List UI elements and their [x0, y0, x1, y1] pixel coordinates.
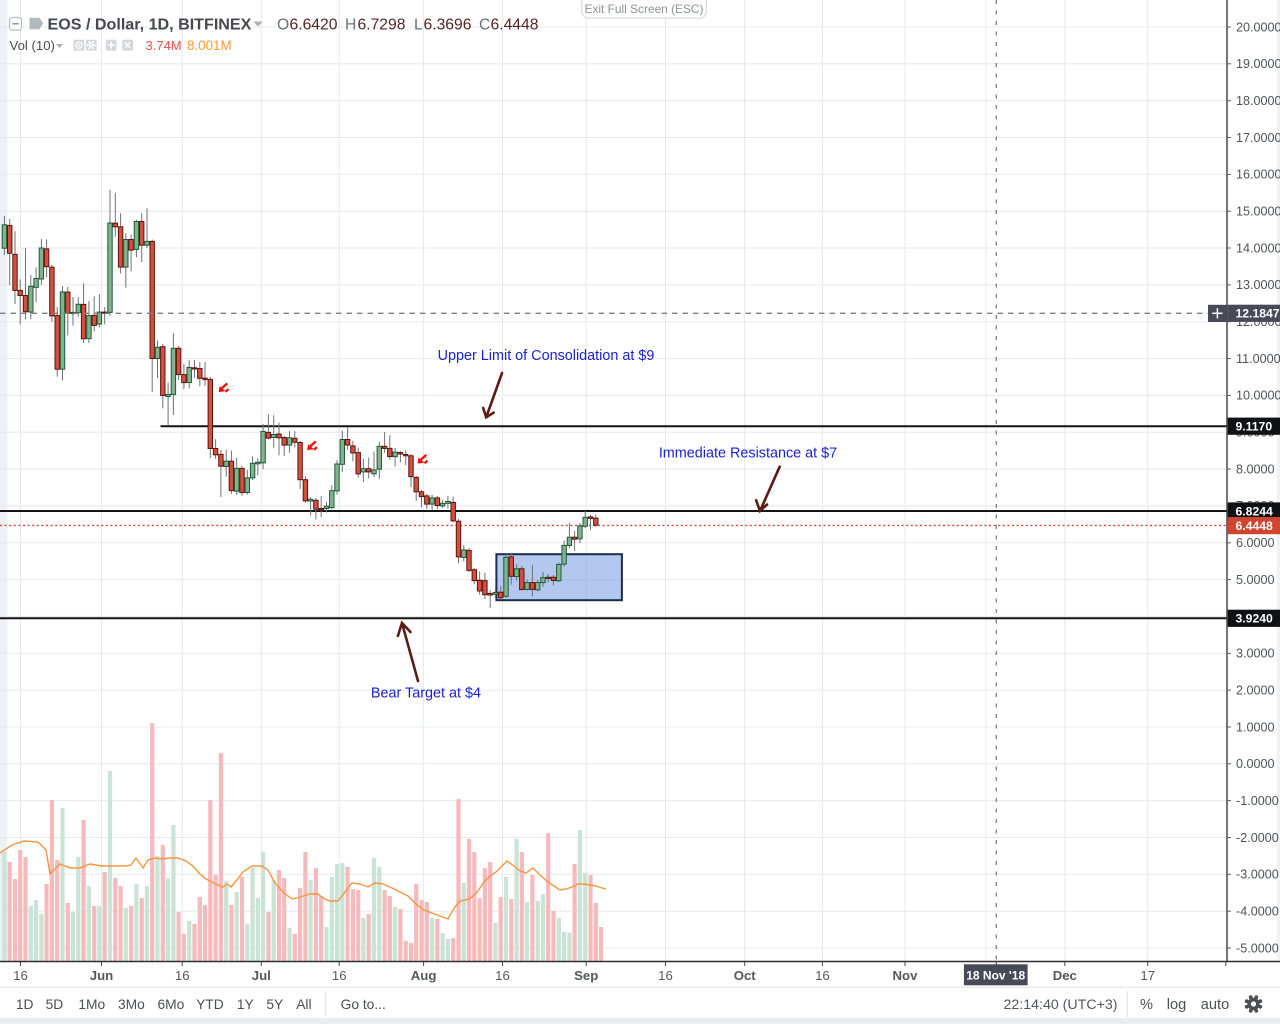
svg-text:Immediate Resistance at $7: Immediate Resistance at $7	[659, 446, 837, 462]
svg-text:Aug: Aug	[411, 968, 437, 983]
svg-text:Sep: Sep	[574, 968, 598, 983]
svg-text:16: 16	[495, 968, 510, 983]
svg-text:1Y: 1Y	[237, 997, 254, 1012]
svg-text:5Y: 5Y	[266, 997, 283, 1012]
svg-text:17.0000: 17.0000	[1236, 131, 1280, 145]
svg-text:log: log	[1167, 997, 1186, 1013]
svg-text:11.0000: 11.0000	[1236, 352, 1280, 366]
svg-text:All: All	[296, 997, 311, 1012]
svg-text:15.0000: 15.0000	[1236, 205, 1280, 219]
svg-text:18.0000: 18.0000	[1236, 94, 1280, 108]
svg-text:6.4448: 6.4448	[1236, 519, 1273, 533]
svg-text:13.0000: 13.0000	[1236, 278, 1280, 292]
svg-text:9.1170: 9.1170	[1236, 420, 1273, 434]
svg-text:Jul: Jul	[252, 968, 271, 983]
svg-text:Nov: Nov	[893, 968, 919, 983]
svg-text:H: H	[345, 17, 356, 34]
svg-text:16: 16	[658, 968, 673, 983]
svg-text:-4.0000: -4.0000	[1236, 905, 1279, 919]
svg-text:6.7298: 6.7298	[358, 17, 406, 34]
svg-text:Exit Full Screen (ESC): Exit Full Screen (ESC)	[585, 2, 704, 16]
svg-text:12.1847: 12.1847	[1236, 307, 1280, 321]
svg-text:16: 16	[815, 968, 830, 983]
svg-text:20.0000: 20.0000	[1236, 20, 1280, 34]
svg-text:3.74M: 3.74M	[146, 38, 182, 53]
svg-text:8.0000: 8.0000	[1236, 462, 1275, 476]
svg-text:16: 16	[175, 968, 190, 983]
svg-text:0.0000: 0.0000	[1236, 757, 1275, 771]
svg-text:Dec: Dec	[1053, 968, 1077, 983]
svg-text:Go to...: Go to...	[341, 997, 386, 1012]
svg-text:-1.0000: -1.0000	[1236, 794, 1279, 808]
svg-text:3.0000: 3.0000	[1236, 647, 1275, 661]
svg-text:3.9240: 3.9240	[1236, 612, 1273, 626]
svg-text:Oct: Oct	[734, 968, 757, 983]
svg-text:2.0000: 2.0000	[1236, 683, 1275, 697]
svg-text:O: O	[277, 17, 289, 34]
svg-text:22:14:40 (UTC+3): 22:14:40 (UTC+3)	[1004, 997, 1118, 1013]
svg-text:%: %	[1140, 997, 1153, 1013]
svg-text:6.4448: 6.4448	[491, 17, 539, 34]
svg-text:L: L	[414, 17, 423, 34]
svg-text:6.6420: 6.6420	[290, 17, 338, 34]
svg-text:auto: auto	[1201, 997, 1229, 1013]
svg-text:19.0000: 19.0000	[1236, 57, 1280, 71]
svg-text:6Mo: 6Mo	[157, 997, 184, 1012]
svg-text:1Mo: 1Mo	[78, 997, 105, 1012]
svg-text:16: 16	[13, 968, 28, 983]
svg-text:14.0000: 14.0000	[1236, 241, 1280, 255]
svg-text:-5.0000: -5.0000	[1236, 941, 1279, 955]
svg-text:5.0000: 5.0000	[1236, 573, 1275, 587]
svg-text:-2.0000: -2.0000	[1236, 831, 1279, 845]
svg-text:Upper Limit of Consolidation a: Upper Limit of Consolidation at $9	[438, 348, 655, 364]
svg-text:8.001M: 8.001M	[187, 38, 232, 53]
svg-text:Vol (10): Vol (10)	[10, 38, 55, 53]
svg-text:17: 17	[1140, 968, 1155, 983]
svg-text:10.0000: 10.0000	[1236, 389, 1280, 403]
svg-text:18 Nov '18: 18 Nov '18	[966, 968, 1025, 982]
svg-text:1D: 1D	[16, 997, 34, 1012]
svg-text:6.0000: 6.0000	[1236, 536, 1275, 550]
svg-text:-3.0000: -3.0000	[1236, 868, 1279, 882]
svg-text:YTD: YTD	[196, 997, 224, 1012]
svg-text:Jun: Jun	[90, 968, 113, 983]
svg-text:EOS / Dollar, 1D, BITFINEX: EOS / Dollar, 1D, BITFINEX	[48, 16, 252, 34]
svg-text:5D: 5D	[46, 997, 64, 1012]
svg-text:6.3696: 6.3696	[424, 17, 472, 34]
svg-text:Bear Target at $4: Bear Target at $4	[371, 686, 481, 702]
svg-text:3Mo: 3Mo	[118, 997, 145, 1012]
svg-text:6.8244: 6.8244	[1236, 504, 1273, 518]
svg-text:1.0000: 1.0000	[1236, 720, 1275, 734]
svg-text:C: C	[479, 17, 490, 34]
svg-text:16: 16	[332, 968, 347, 983]
svg-text:16.0000: 16.0000	[1236, 168, 1280, 182]
